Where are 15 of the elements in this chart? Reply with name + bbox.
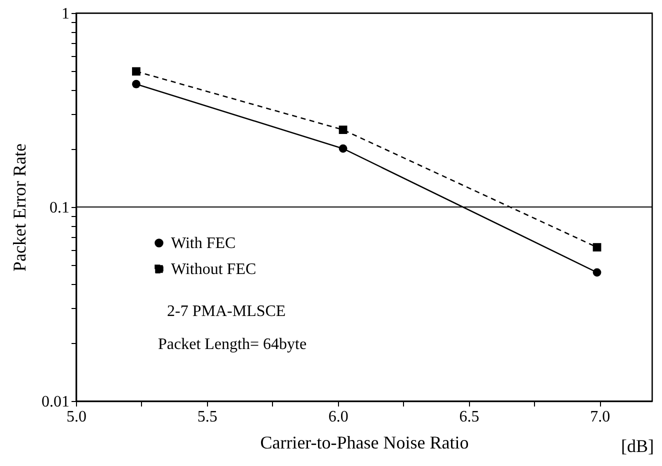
legend-label: With FEC [171,235,236,252]
annotation: Packet Length= 64byte [158,336,307,353]
x-tick-label: 6.0 [328,408,348,426]
annotation: 2-7 PMA-MLSCE [167,303,286,320]
y-tick-label: 1 [62,6,70,22]
y-tick-label: 0.1 [50,200,70,216]
y-axis-title: Packet Error Rate [10,144,30,272]
x-axis-title: Carrier-to-Phase Noise Ratio [260,432,469,452]
y-tick-label: 0.01 [42,394,70,410]
text: [dB] [621,436,654,456]
x-tick-label: 5.5 [197,408,218,426]
legend-label: Without FEC [171,261,256,278]
x-tick-label: 5.0 [66,408,86,426]
x-tick-label: 6.5 [459,408,480,426]
x-tick-label: 7.0 [590,408,610,426]
